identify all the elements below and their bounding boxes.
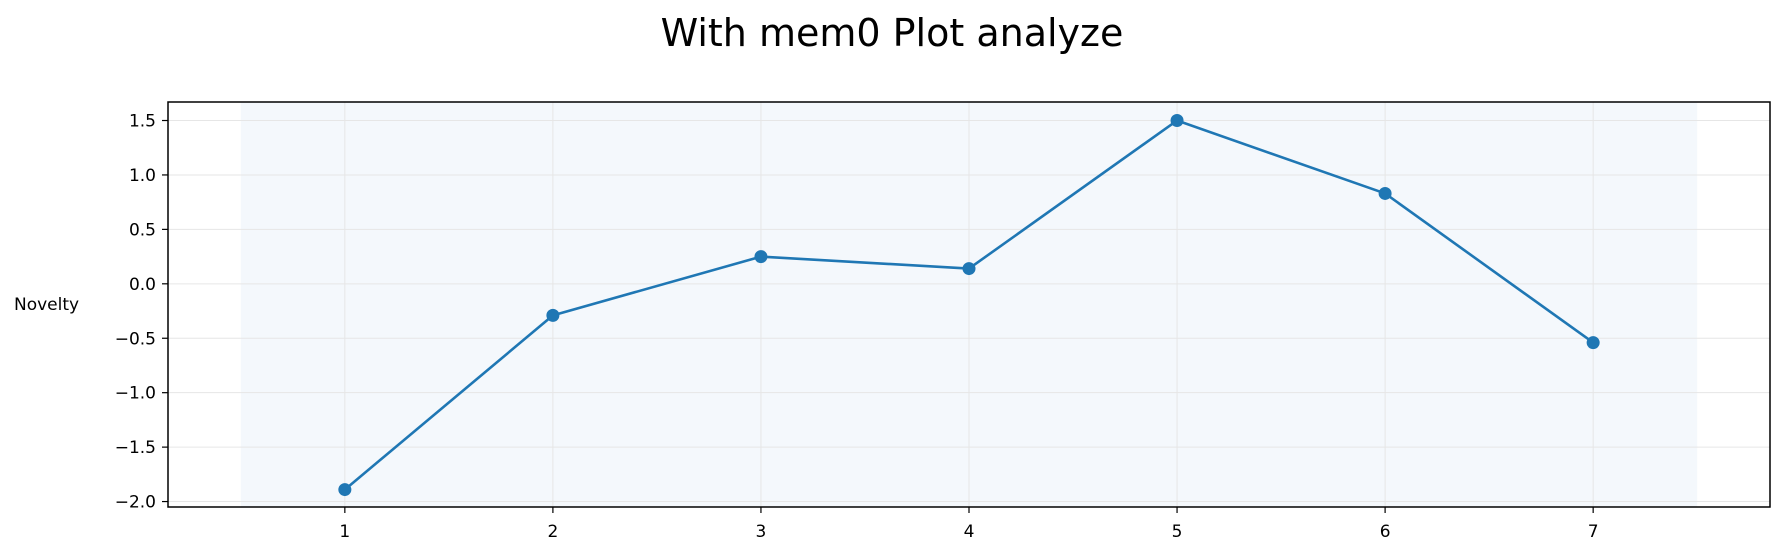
y-tick-label: −2.0 bbox=[115, 493, 156, 513]
x-tick-label: 2 bbox=[547, 522, 558, 542]
x-tick-label: 7 bbox=[1588, 522, 1599, 542]
data-point bbox=[1586, 336, 1600, 350]
y-tick-label: −1.0 bbox=[115, 384, 156, 404]
y-tick-label: 1.5 bbox=[129, 112, 156, 132]
data-point bbox=[1378, 186, 1392, 200]
data-point bbox=[962, 262, 976, 276]
x-tick-label: 3 bbox=[756, 522, 767, 542]
y-tick-label: 1.0 bbox=[129, 166, 156, 186]
y-tick-label: −1.5 bbox=[115, 438, 156, 458]
data-point bbox=[754, 250, 768, 264]
data-point bbox=[546, 308, 560, 322]
y-tick-label: 0.0 bbox=[129, 275, 156, 295]
y-axis-label: Novelty bbox=[14, 295, 79, 315]
y-tick-label: −0.5 bbox=[115, 329, 156, 349]
x-tick-label: 1 bbox=[339, 522, 350, 542]
x-tick-label: 4 bbox=[964, 522, 975, 542]
y-tick-label: 0.5 bbox=[129, 220, 156, 240]
x-tick-label: 5 bbox=[1172, 522, 1183, 542]
plot-area: 1 2 3 4 5 6 7 −2.0 −1.5 −1.0 −0.5 0.0 0.5 1.0 1.5 bbox=[115, 101, 1771, 542]
x-tick-label: 6 bbox=[1380, 522, 1391, 542]
data-point bbox=[1170, 114, 1184, 128]
data-point bbox=[338, 483, 352, 497]
chart-title: With mem0 Plot analyze bbox=[661, 11, 1124, 55]
